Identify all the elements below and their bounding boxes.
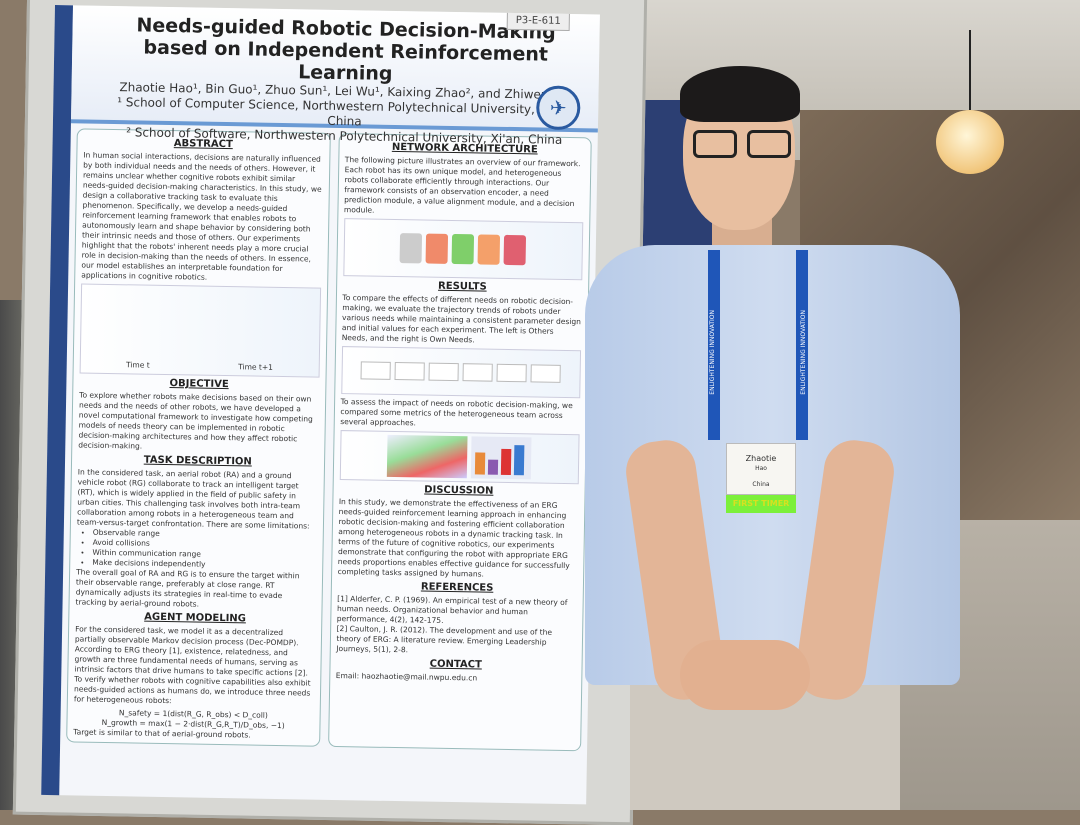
poster-right-column: NETWORK ARCHITECTURE The following pictu… [327, 132, 592, 752]
trajectory-grid [340, 346, 582, 399]
hair [680, 66, 800, 122]
diagram-block [477, 234, 501, 265]
badge-ribbon: FIRST TIMER [726, 495, 796, 513]
diagram-block [503, 234, 527, 266]
diagram-block [399, 233, 423, 264]
trajectory-plot [394, 361, 426, 381]
results-text: To compare the effects of different need… [341, 293, 581, 345]
task-illustration: Time t Time t+1 [79, 283, 321, 378]
badge-last-name: Hao [755, 465, 767, 472]
learning-curve-chart [387, 434, 468, 479]
task-text-2: The overall goal of RA and RG is to ensu… [75, 567, 300, 609]
reference-1: [1] Alderfer, C. P. (1969). An empirical… [336, 594, 568, 625]
badge-country: China [752, 481, 770, 488]
trajectory-plot [530, 364, 562, 383]
poster-id: P3-E-611 [506, 10, 570, 31]
reference-2: [2] Caulton, J. R. (2012). The developme… [336, 624, 553, 655]
network-diagram [342, 218, 584, 281]
research-poster: P3-E-611 Needs-guided Robotic Decision-M… [41, 5, 600, 805]
trajectory-plot [360, 361, 392, 380]
trajectory-plot [462, 363, 494, 382]
box-plot-chart [471, 436, 532, 480]
trajectory-plot [496, 363, 528, 383]
network-text: The following picture illustrates an ove… [343, 155, 581, 215]
lanyard-text: ENLIGHTENING INNOVATION [800, 310, 807, 395]
figure-label-t: Time t [125, 360, 150, 370]
poster-header: P3-E-611 Needs-guided Robotic Decision-M… [70, 5, 600, 147]
diagram-block [425, 233, 449, 264]
clasped-hands [680, 640, 810, 710]
pendant-lamp [936, 110, 1004, 174]
poster-left-column: ABSTRACT In human social interactions, d… [66, 128, 331, 747]
agent-text: For the considered task, we model it as … [73, 624, 311, 706]
diagram-block [451, 233, 475, 265]
task-text: In the considered task, an aerial robot … [76, 467, 310, 531]
objective-text: To explore whether robots make decisions… [78, 390, 313, 451]
lanyard: ENLIGHTENING INNOVATION ENLIGHTENING INN… [708, 250, 808, 440]
glasses-icon [693, 130, 791, 160]
discussion-text: In this study, we demonstrate the effect… [337, 497, 570, 579]
badge-first-name: Zhaotie [745, 454, 777, 463]
metric-charts [339, 430, 580, 485]
lanyard-text: ENLIGHTENING INNOVATION [709, 310, 716, 395]
results-text-2: To assess the impact of needs on robotic… [340, 397, 573, 428]
abstract-text: In human social interactions, decisions … [81, 150, 322, 282]
trajectory-plot [428, 362, 460, 382]
contact-text: Email: haozhaotie@mail.nwpu.edu.cn [335, 671, 478, 683]
name-badge: Zhaotie Hao China [726, 443, 796, 495]
lamp-cord [969, 30, 971, 115]
task-limits: Observable range Avoid collisions Within… [76, 527, 316, 571]
figure-label-t1: Time t+1 [238, 362, 274, 372]
